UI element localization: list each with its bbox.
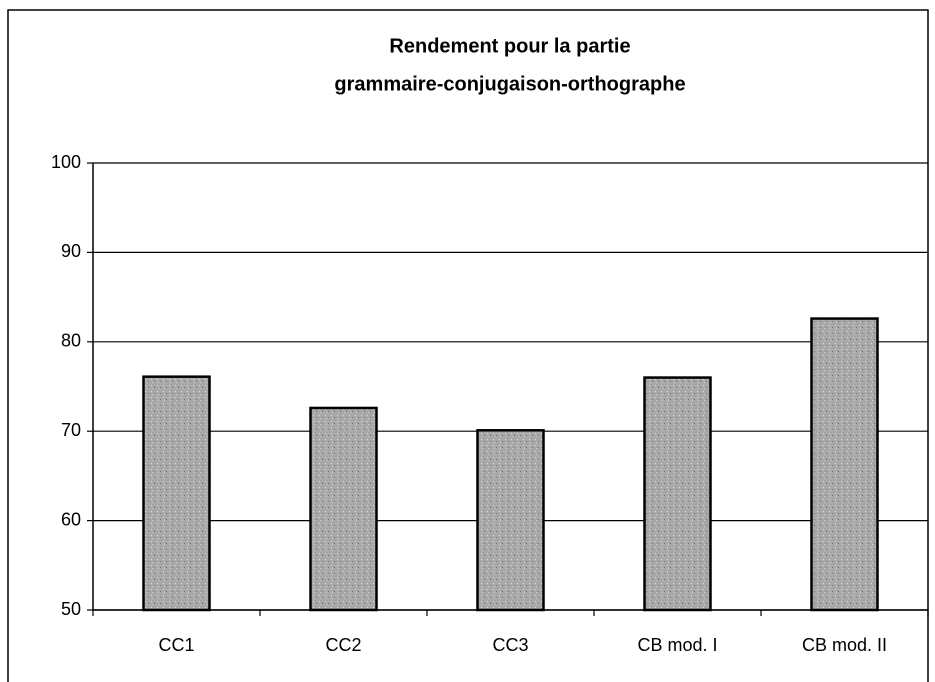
y-tick-label: 50 [61, 599, 81, 619]
y-tick-label: 80 [61, 331, 81, 351]
x-tick-label: CC1 [158, 635, 194, 655]
y-tick-label: 70 [61, 420, 81, 440]
bar [810, 317, 879, 612]
x-tick-label: CC3 [492, 635, 528, 655]
y-tick-label: 90 [61, 241, 81, 261]
chart-title: Rendement pour la partie [389, 35, 630, 57]
bar [476, 429, 545, 612]
bar [142, 375, 211, 612]
bar [309, 406, 378, 612]
y-tick-label: 100 [51, 152, 81, 172]
y-tick-label: 60 [61, 509, 81, 529]
x-tick-label: CB mod. I [637, 635, 717, 655]
bar [643, 376, 712, 612]
x-tick-label: CB mod. II [802, 635, 887, 655]
chart-title: grammaire-conjugaison-orthographe [334, 73, 685, 95]
x-tick-label: CC2 [325, 635, 361, 655]
